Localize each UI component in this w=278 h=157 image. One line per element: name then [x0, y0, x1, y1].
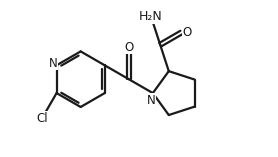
Text: Cl: Cl: [37, 112, 48, 125]
Text: N: N: [49, 57, 57, 70]
Text: H₂N: H₂N: [139, 10, 162, 23]
Text: O: O: [124, 41, 133, 54]
Text: N: N: [147, 94, 156, 107]
Text: O: O: [183, 26, 192, 39]
